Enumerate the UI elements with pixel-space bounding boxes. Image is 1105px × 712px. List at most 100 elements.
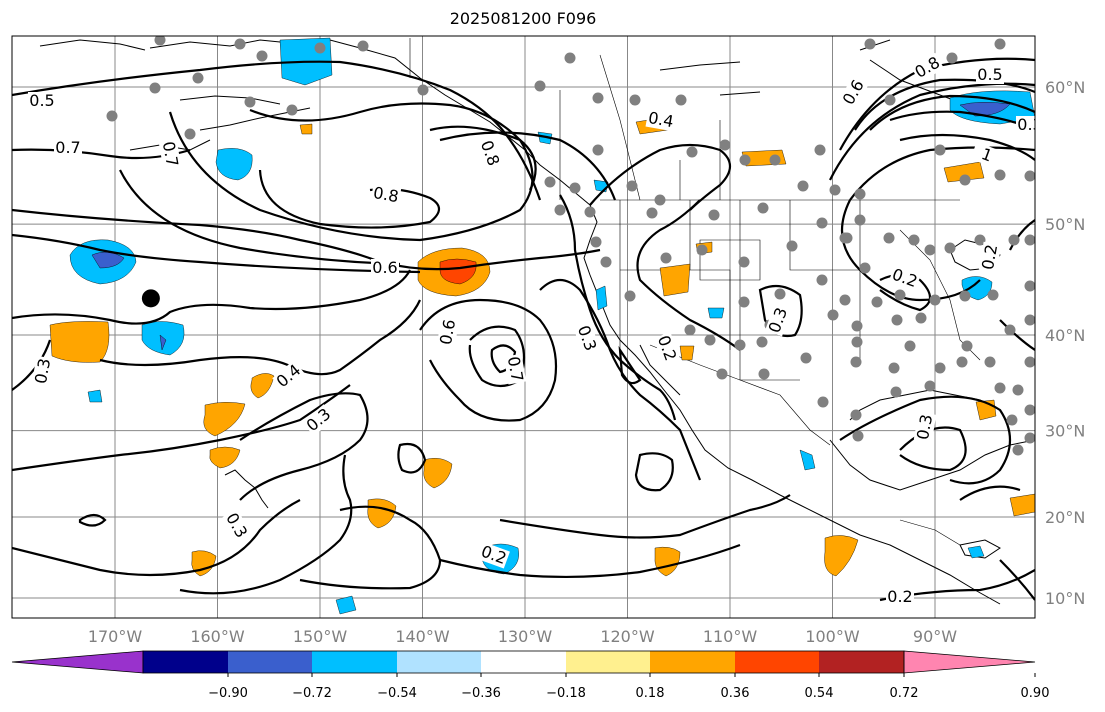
station-dot	[841, 232, 853, 244]
station-dot	[894, 289, 906, 301]
station-dot	[758, 368, 770, 380]
station-dot	[850, 409, 862, 421]
station-dot	[890, 386, 902, 398]
station-dot	[554, 204, 566, 216]
station-dot	[584, 206, 596, 218]
colorbar-frame	[142, 650, 905, 674]
contour-label-bg	[371, 259, 399, 277]
station-dot	[106, 110, 118, 122]
station-dot	[915, 312, 927, 324]
station-dot	[827, 309, 839, 321]
longitude-tick-label: 150°W	[293, 627, 348, 646]
contour-label-bg	[910, 52, 945, 83]
station-dot	[816, 217, 828, 229]
station-dot	[934, 144, 946, 156]
colorbar-tick-label: −0.54	[377, 686, 417, 701]
contour-label: 0.7	[504, 355, 527, 383]
station-dot	[883, 232, 895, 244]
colorbar-segment	[312, 651, 397, 673]
station-dot	[544, 176, 556, 188]
station-dot	[286, 104, 298, 116]
colorbar-extend-low	[11, 650, 144, 674]
station-dot	[851, 320, 863, 332]
station-dot	[854, 188, 866, 200]
latitude-tick-label: 20°N	[1045, 508, 1085, 527]
station-dot	[1004, 324, 1016, 336]
contour-label-bg	[573, 322, 600, 355]
longitude-tick-label: 160°W	[190, 627, 245, 646]
contour-label-bg	[31, 355, 55, 387]
station-dot	[592, 92, 604, 104]
contour-label: 0.2	[978, 243, 1001, 271]
contour-label-bg	[970, 142, 1003, 169]
colorbar-tick-label: 0.36	[721, 686, 750, 701]
station-dot	[786, 240, 798, 252]
station-dot	[769, 154, 781, 166]
longitude-tick-label: 100°W	[805, 627, 860, 646]
station-dot	[738, 296, 750, 308]
contour-label-bg	[221, 508, 252, 543]
station-dot	[660, 252, 672, 264]
station-dot	[686, 146, 698, 158]
station-dot	[624, 290, 636, 302]
station-dot	[850, 356, 862, 368]
longitude-tick-label: 90°W	[913, 627, 957, 646]
station-dot	[719, 139, 731, 151]
station-dot	[924, 380, 936, 392]
colorbar-tick-label: 0.72	[890, 686, 919, 701]
colorbar-segment	[481, 651, 566, 673]
station-dot	[756, 336, 768, 348]
contour-lines	[12, 57, 1035, 602]
station-dot	[814, 144, 826, 156]
colorbar-segment	[397, 651, 481, 673]
station-dot	[734, 339, 746, 351]
latitude-tick-label: 30°N	[1045, 422, 1085, 441]
station-dot	[256, 50, 268, 62]
contour-label-bg	[978, 241, 1002, 273]
station-dot	[888, 362, 900, 374]
station-dot	[1024, 356, 1035, 368]
colorbar-tick-label: 0.18	[636, 686, 665, 701]
station-dot	[1024, 404, 1035, 416]
longitude-tick-label: 130°W	[498, 627, 553, 646]
contour-label: 0.6	[372, 258, 397, 277]
contour-label-bg	[436, 316, 460, 348]
station-dot	[854, 214, 866, 226]
station-dot	[817, 396, 829, 408]
contour-label-bg	[370, 183, 402, 207]
contour-label: 0.3	[31, 357, 54, 385]
colorbar-tick-label: −0.36	[461, 686, 501, 701]
contour-label-bg	[886, 588, 914, 606]
contour-label-bg	[272, 360, 306, 393]
longitude-tick-label: 120°W	[600, 627, 655, 646]
station-dot	[708, 209, 720, 221]
station-dot	[959, 174, 971, 186]
contour-label-bg	[1016, 116, 1035, 134]
station-dot	[924, 244, 936, 256]
contour-label: 0.4	[647, 108, 675, 131]
station-dot	[994, 38, 1006, 50]
station-dot	[884, 94, 896, 106]
station-dot	[1024, 432, 1035, 444]
station-dot	[149, 82, 161, 94]
station-dot	[934, 362, 946, 374]
station-dot	[904, 340, 916, 352]
contour-label-bg	[913, 411, 937, 443]
colorbar-tick-label: −0.72	[292, 686, 332, 701]
colorbar-tick-label: 0.90	[1021, 686, 1050, 701]
station-dot	[600, 256, 612, 268]
station-dot	[891, 314, 903, 326]
contour-label-bg	[158, 138, 182, 170]
station-dot	[1024, 234, 1035, 246]
station-dot	[774, 288, 786, 300]
station-dot	[154, 36, 166, 46]
station-dot	[851, 336, 863, 348]
longitude-tick-label: 170°W	[88, 627, 143, 646]
colorbar-extend-high	[903, 650, 1036, 674]
station-dot	[757, 202, 769, 214]
longitude-labels: 170°W 160°W 150°W 140°W 130°W 120°W 110°W 100°W…	[88, 627, 957, 646]
station-dot	[675, 94, 687, 106]
station-dot	[829, 184, 841, 196]
station-dot	[816, 274, 828, 286]
station-dot	[234, 38, 246, 50]
